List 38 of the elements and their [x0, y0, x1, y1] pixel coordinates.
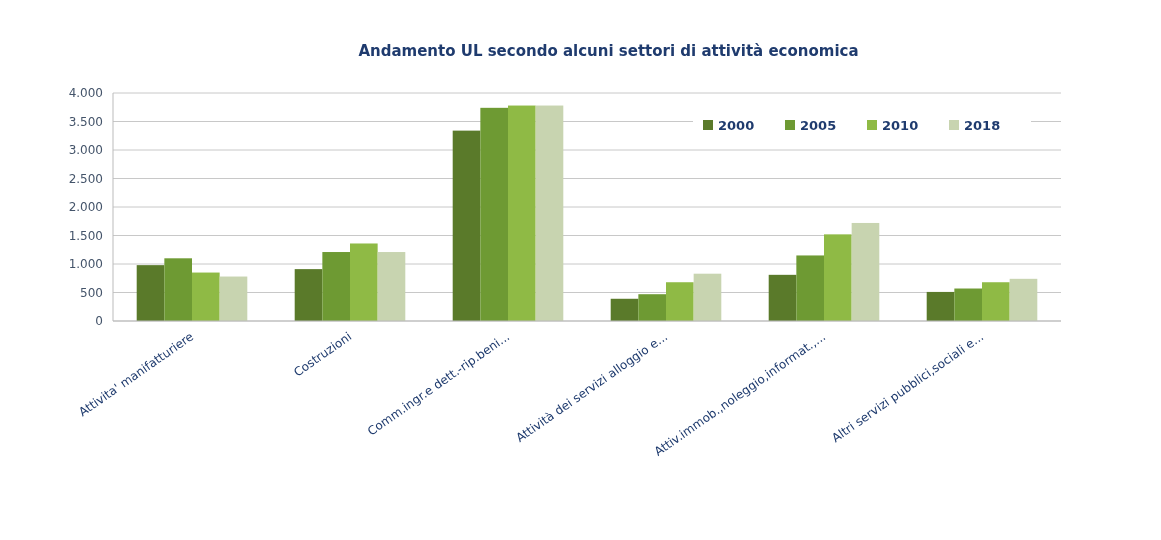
- bar: [452, 130, 481, 321]
- bar: [294, 269, 323, 321]
- bar: [535, 105, 564, 321]
- bar: [796, 255, 824, 321]
- legend-label: 2018: [964, 117, 1001, 133]
- y-tick-label: 2.000: [68, 200, 103, 215]
- bar: [192, 272, 220, 321]
- bar: [954, 288, 982, 321]
- bar: [508, 105, 536, 321]
- bar: [1009, 278, 1038, 321]
- legend-label: 2005: [800, 117, 837, 133]
- chart-title: Andamento UL secondo alcuni settori di attività economica: [358, 42, 859, 60]
- y-tick-label: 2.500: [68, 171, 103, 186]
- y-tick-label: 3.500: [68, 114, 103, 129]
- y-tick-label: 500: [80, 285, 103, 300]
- bar: [610, 298, 639, 321]
- bar: [926, 291, 955, 321]
- bar: [851, 222, 880, 321]
- bar: [164, 258, 192, 321]
- y-tick-label: 0: [95, 314, 103, 329]
- bar: [322, 252, 350, 321]
- bar: [350, 243, 378, 321]
- bar: [219, 276, 248, 321]
- y-tick-label: 1.000: [68, 257, 103, 272]
- bar: [377, 252, 406, 321]
- y-tick-label: 3.000: [68, 143, 103, 158]
- bar: [768, 274, 797, 321]
- legend-label: 2000: [718, 117, 755, 133]
- bar: [982, 282, 1010, 321]
- bar: [693, 273, 722, 321]
- bar: [824, 234, 852, 321]
- bar: [638, 294, 666, 321]
- y-tick-label: 1.500: [68, 228, 103, 243]
- bar: [480, 107, 508, 321]
- y-tick-label: 4.000: [68, 86, 103, 101]
- bar: [666, 282, 694, 321]
- bar: [136, 265, 165, 321]
- legend-label: 2010: [882, 117, 919, 133]
